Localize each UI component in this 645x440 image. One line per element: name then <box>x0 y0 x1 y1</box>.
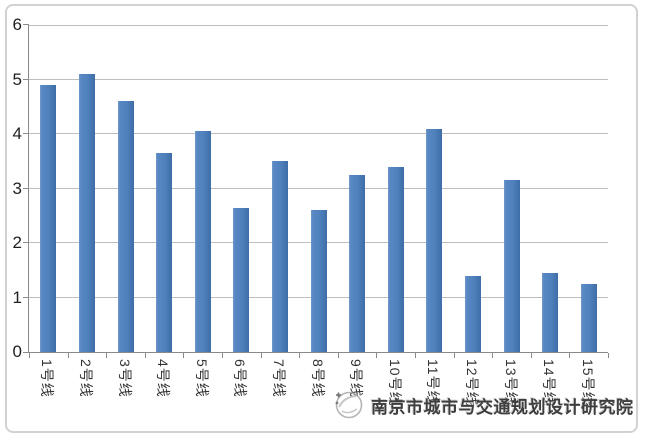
y-axis-tick <box>23 78 29 80</box>
y-axis-tick <box>23 187 29 189</box>
x-axis-label: 4号线 <box>155 359 171 398</box>
gridline <box>29 78 608 80</box>
x-axis-tick <box>608 353 609 358</box>
y-axis-tick <box>23 296 29 298</box>
bar <box>195 131 211 352</box>
y-axis-label: 6 <box>12 15 22 34</box>
y-axis-tick <box>23 24 29 25</box>
bar <box>349 175 365 352</box>
y-axis-label: 1 <box>12 287 22 307</box>
bar <box>233 208 249 352</box>
x-axis-label: 8号线 <box>310 359 326 398</box>
institute-logo-icon <box>335 391 363 419</box>
x-axis-tick <box>376 353 377 358</box>
watermark: 南京市城市与交通规划设计研究院 <box>330 387 634 423</box>
bar <box>272 161 288 352</box>
x-axis-tick <box>338 353 339 358</box>
bar <box>311 210 327 352</box>
plot-area <box>23 24 609 358</box>
bar <box>542 273 558 352</box>
x-axis-tick <box>261 353 262 358</box>
y-axis-label: 4 <box>12 124 22 143</box>
y-axis-label: 0 <box>12 342 22 361</box>
x-axis-tick <box>106 353 107 358</box>
bar <box>504 180 520 352</box>
gridline <box>29 187 608 189</box>
bar <box>426 129 442 352</box>
watermark-text: 南京市城市与交通规划设计研究院 <box>371 397 634 417</box>
x-axis-tick <box>299 353 300 358</box>
x-axis-tick <box>569 353 570 358</box>
x-axis-label: 1号线 <box>39 359 55 398</box>
x-axis-tick <box>415 353 416 358</box>
y-axis-tick <box>23 133 29 134</box>
x-axis-tick <box>145 353 146 358</box>
x-axis-tick <box>492 353 493 358</box>
x-axis-label: 5号线 <box>194 359 210 398</box>
x-axis-tick <box>29 353 30 358</box>
y-axis-label: 3 <box>12 178 22 198</box>
x-axis-label: 6号线 <box>232 359 248 398</box>
bar <box>40 85 56 352</box>
x-axis-label: 3号线 <box>117 359 133 398</box>
gridline <box>29 25 608 26</box>
bar <box>156 153 172 352</box>
y-axis-tick <box>23 352 29 353</box>
y-axis-label: 5 <box>12 69 22 89</box>
x-axis-tick <box>68 353 69 358</box>
bar <box>118 101 134 352</box>
x-axis-label: 7号线 <box>271 359 287 398</box>
x-axis-tick <box>531 353 532 358</box>
y-axis-label: 2 <box>12 233 22 252</box>
bar <box>388 167 404 352</box>
bar <box>465 276 481 352</box>
bar <box>581 284 597 352</box>
y-axis-tick <box>23 242 29 243</box>
x-axis-label: 2号线 <box>78 359 94 398</box>
bar <box>79 74 95 352</box>
x-axis-tick <box>222 353 223 358</box>
x-axis-tick <box>183 353 184 358</box>
gridline <box>29 133 608 134</box>
x-axis-tick <box>454 353 455 358</box>
